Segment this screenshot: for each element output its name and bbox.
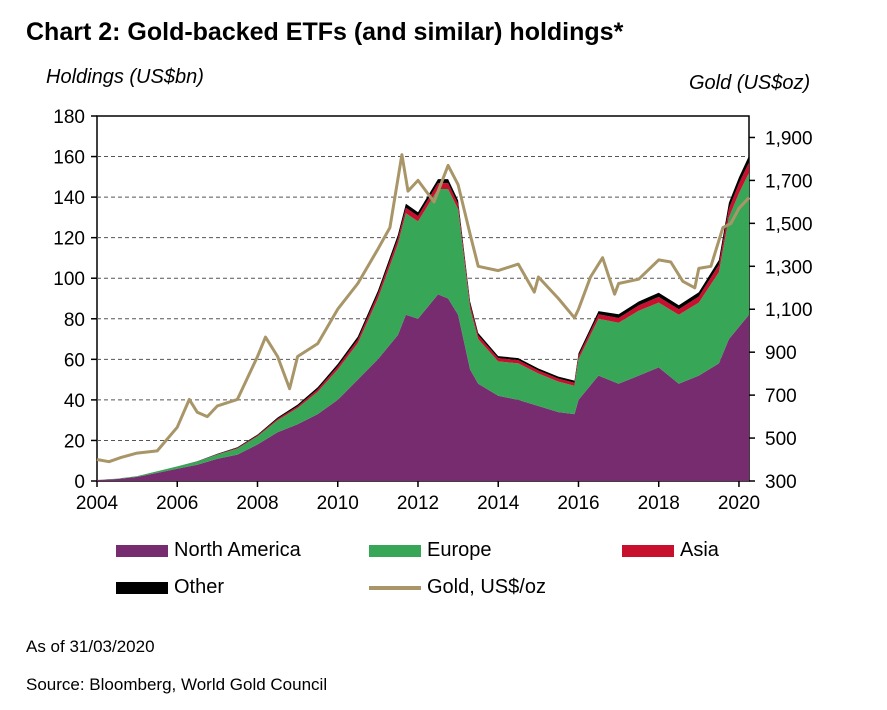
asia-area (97, 162, 749, 480)
legend-label-europe: Europe (427, 539, 492, 561)
legend-asia: Asia (622, 539, 719, 562)
europe-area (97, 172, 749, 481)
x-tick-label: 2016 (557, 493, 599, 514)
source-note: Source: Bloomberg, World Gold Council (26, 675, 328, 694)
legend-europe: Europe (369, 539, 492, 562)
as-of-note: As of 31/03/2020 (26, 637, 155, 656)
right-tick-label: 1,300 (765, 257, 813, 278)
holdings-chart: 0 20 40 60 80 100 120 140 160 180 300 500 700 900 1,10… (53, 107, 813, 514)
left-tick-label: 180 (53, 107, 85, 128)
x-tick-label: 2010 (317, 493, 359, 514)
right-tick-label: 1,900 (765, 128, 813, 149)
legend-swatch-asia (622, 544, 674, 557)
right-tick-label: 1,100 (765, 300, 813, 321)
right-tick-label: 500 (765, 429, 797, 450)
left-tick-label: 0 (74, 472, 85, 493)
x-tick-label: 2006 (156, 493, 198, 514)
legend-swatch-europe (369, 544, 421, 557)
left-tick-label: 20 (64, 431, 85, 452)
x-tick-label: 2004 (76, 493, 119, 514)
right-axis-label: Gold (US$oz) (689, 72, 811, 94)
left-axis-label: Holdings (US$bn) (46, 66, 204, 88)
right-tick-label: 1,500 (765, 214, 813, 235)
right-tick-label: 1,700 (765, 171, 813, 192)
left-tick-label: 160 (53, 148, 85, 169)
left-tick-label: 140 (53, 188, 85, 209)
right-tick-label: 900 (765, 343, 797, 364)
left-tick-label: 80 (64, 310, 85, 331)
x-tick-label: 2008 (236, 493, 278, 514)
legend-north-america: North America (116, 539, 301, 562)
gold-price-line (96, 153, 751, 464)
x-tick-label: 2018 (638, 493, 680, 514)
x-tick-label: 2014 (477, 493, 520, 514)
legend-other: Other (116, 576, 224, 599)
legend-label-asia: Asia (680, 539, 719, 561)
chart-title: Chart 2: Gold-backed ETFs (and similar) … (26, 18, 624, 46)
legend-label-north-america: North America (174, 539, 301, 561)
left-tick-label: 60 (64, 350, 85, 371)
legend-gold: Gold, US$/oz (369, 576, 546, 599)
right-tick-label: 700 (765, 386, 797, 407)
left-tick-label: 120 (53, 229, 85, 250)
x-tick-label: 2012 (397, 493, 439, 514)
north-america-area (97, 294, 749, 481)
right-tick-label: 300 (765, 472, 797, 493)
x-tick-label: 2020 (718, 493, 760, 514)
legend-swatch-north-america (116, 544, 168, 557)
legend-label-gold: Gold, US$/oz (427, 576, 546, 598)
legend-label-other: Other (174, 576, 225, 598)
legend-swatch-other (116, 581, 168, 594)
left-tick-label: 100 (53, 269, 85, 290)
left-tick-label: 40 (64, 391, 85, 412)
legend-swatch-gold (369, 585, 421, 590)
other-area (97, 155, 749, 480)
